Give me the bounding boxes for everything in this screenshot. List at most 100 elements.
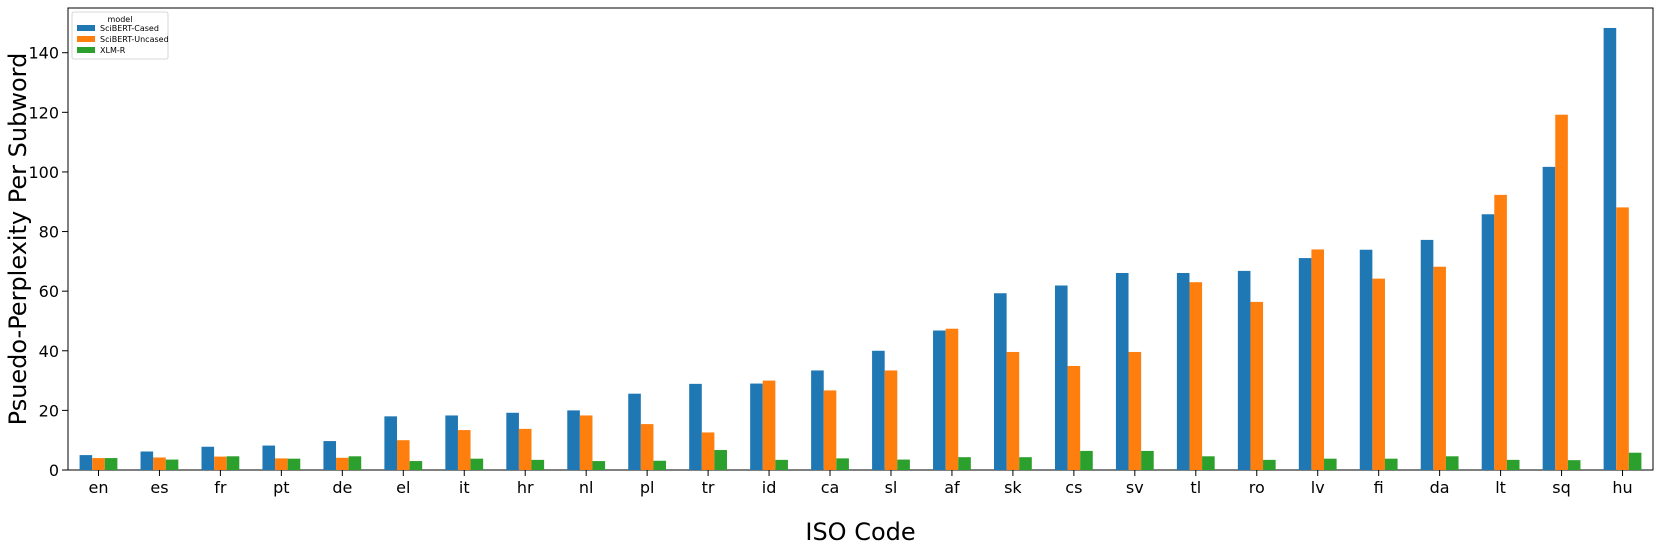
bar-en-scibert-uncased (92, 458, 105, 470)
bar-pl-scibert-uncased (640, 424, 654, 470)
y-axis-label: Psuedo-Perplexity Per Subword (4, 53, 32, 426)
x-tick-label-pl: pl (640, 478, 655, 497)
bar-en-scibert-cased (79, 455, 93, 470)
bar-sk-scibert-cased (994, 293, 1007, 470)
bar-hr-scibert-cased (506, 412, 519, 470)
bar-sl-scibert-cased (872, 350, 885, 470)
x-tick-label-fi: fi (1374, 478, 1384, 497)
x-tick-label-cs: cs (1065, 478, 1082, 497)
bar-fi-scibert-cased (1359, 249, 1373, 470)
y-tick-label: 140 (28, 44, 59, 63)
x-tick-label-es: es (150, 478, 168, 497)
x-tick-label-af: af (944, 478, 960, 497)
plot-area (67, 7, 1654, 471)
x-tick-label-sk: sk (1004, 478, 1022, 497)
x-tick-label-lt: lt (1495, 478, 1506, 497)
y-tick-label: 80 (39, 223, 59, 242)
x-tick-label-fr: fr (214, 478, 227, 497)
bar-sq-scibert-uncased (1555, 114, 1568, 471)
bar-nl-scibert-uncased (579, 415, 593, 470)
bar-fi-scibert-uncased (1372, 278, 1385, 470)
bar-sq-scibert-cased (1542, 166, 1556, 470)
legend-entry-label: XLM-R (100, 46, 126, 55)
bar-sl-scibert-uncased (884, 370, 898, 470)
x-tick-label-hr: hr (517, 478, 534, 497)
x-tick-label-tr: tr (702, 478, 715, 497)
x-tick-label-lv: lv (1311, 478, 1325, 497)
x-axis-label: ISO Code (805, 518, 915, 546)
x-tick-label-tl: tl (1190, 478, 1201, 497)
legend-swatch (77, 36, 95, 42)
y-tick-label: 40 (39, 342, 59, 361)
bar-pt-xlm-r (287, 458, 301, 470)
bar-sk-xlm-r (1019, 457, 1032, 470)
bar-ca-scibert-uncased (823, 390, 837, 470)
bar-hr-scibert-uncased (518, 428, 532, 470)
x-tick-label-de: de (332, 478, 352, 497)
bar-fi-xlm-r (1384, 458, 1398, 470)
legend: model SciBERT-Cased SciBERT-Uncased XLM-R (71, 11, 169, 60)
bar-hr-xlm-r (531, 459, 545, 470)
bar-fr-xlm-r (226, 456, 240, 470)
y-tick-label: 120 (28, 103, 59, 122)
bar-sk-scibert-uncased (1006, 351, 1020, 470)
y-tick-label: 100 (28, 163, 59, 182)
bar-fr-scibert-cased (201, 446, 215, 470)
bar-ro-scibert-uncased (1250, 301, 1264, 470)
bar-lv-xlm-r (1324, 458, 1337, 470)
bar-it-xlm-r (470, 458, 484, 470)
x-axis-ticks: en es fr pt de el it hr nl pl tr id ca sl af sk cs sv tl ro… (88, 470, 1633, 497)
bar-fr-scibert-uncased (214, 456, 227, 470)
x-tick-label-it: it (459, 478, 470, 497)
bar-lt-xlm-r (1506, 459, 1520, 470)
bar-nl-scibert-cased (567, 410, 580, 470)
y-tick-label: 60 (39, 282, 59, 301)
bar-tl-xlm-r (1202, 456, 1215, 470)
bar-pl-scibert-cased (628, 393, 641, 470)
bar-hu-scibert-cased (1603, 27, 1617, 470)
bar-af-scibert-uncased (945, 328, 959, 470)
bar-el-scibert-uncased (396, 440, 410, 470)
legend-swatch (77, 25, 95, 31)
bar-es-scibert-cased (140, 451, 154, 470)
bar-lt-scibert-uncased (1494, 194, 1507, 470)
bar-it-scibert-uncased (457, 430, 471, 470)
bar-id-scibert-cased (750, 383, 763, 470)
bar-tr-scibert-uncased (701, 432, 715, 470)
x-tick-label-nl: nl (579, 478, 594, 497)
bar-sq-xlm-r (1567, 460, 1581, 470)
bar-af-xlm-r (958, 457, 971, 470)
legend-entry-label: SciBERT-Uncased (100, 35, 169, 44)
plot-frame (67, 7, 1654, 471)
bar-cs-scibert-cased (1054, 285, 1068, 470)
bar-sv-scibert-uncased (1128, 351, 1142, 470)
bar-de-scibert-uncased (336, 457, 349, 470)
legend-title: model (108, 15, 133, 24)
y-tick-label: 0 (49, 461, 59, 480)
x-tick-label-ca: ca (821, 478, 840, 497)
bar-tl-scibert-uncased (1189, 282, 1203, 470)
bar-lv-scibert-cased (1298, 258, 1312, 470)
x-tick-label-el: el (396, 478, 410, 497)
bar-da-xlm-r (1445, 456, 1459, 470)
x-tick-label-sq: sq (1552, 478, 1571, 497)
bar-pt-scibert-uncased (275, 458, 288, 470)
y-tick-label: 20 (39, 401, 59, 420)
bar-id-xlm-r (775, 459, 788, 470)
bar-cs-xlm-r (1080, 450, 1093, 470)
bars-group (79, 27, 1642, 471)
bar-nl-xlm-r (592, 461, 606, 470)
x-tick-label-sl: sl (885, 478, 898, 497)
bar-lt-scibert-cased (1481, 214, 1495, 470)
bar-es-xlm-r (165, 459, 179, 470)
bar-sl-xlm-r (897, 459, 910, 470)
legend-entry-label: SciBERT-Cased (100, 24, 159, 33)
bar-sv-xlm-r (1141, 450, 1154, 470)
bar-tr-scibert-cased (689, 383, 702, 470)
bar-sv-scibert-cased (1115, 272, 1129, 470)
bar-en-xlm-r (104, 458, 118, 470)
bar-af-scibert-cased (933, 330, 946, 470)
bar-lv-scibert-uncased (1311, 249, 1325, 470)
bar-ca-scibert-cased (811, 370, 824, 470)
